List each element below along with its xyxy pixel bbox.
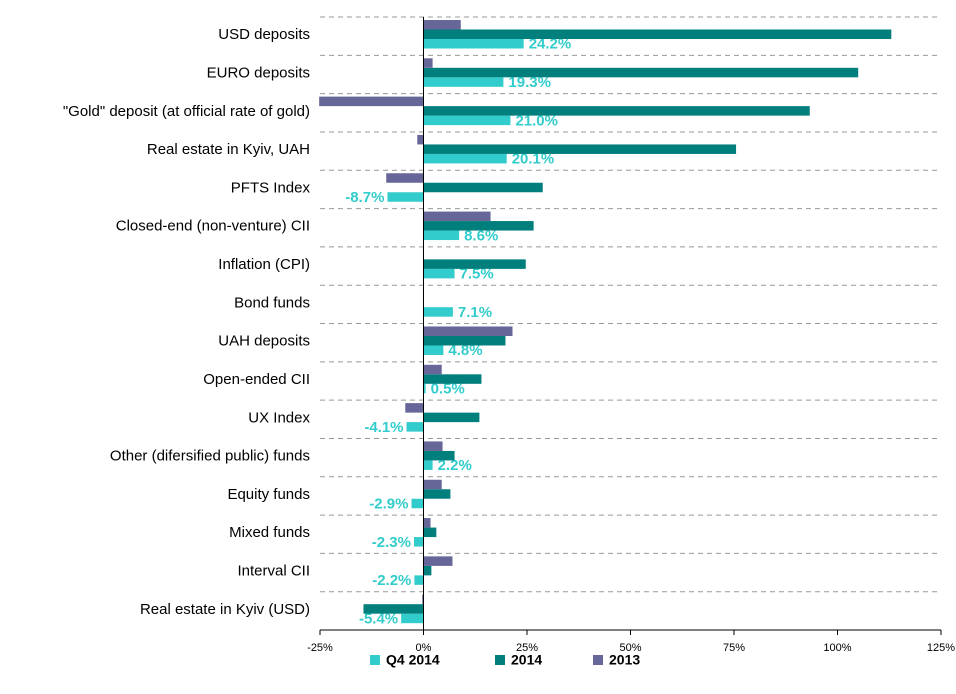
data-label: 2.2% (438, 457, 472, 474)
bar (423, 364, 442, 375)
data-label: -5.4% (359, 610, 398, 627)
data-label: 24.2% (529, 36, 572, 53)
data-label: -2.2% (372, 572, 411, 589)
category-label: EURO deposits (207, 64, 310, 81)
bar (423, 450, 455, 461)
bar (422, 594, 424, 605)
data-label: 20.1% (512, 151, 555, 168)
data-label: -8.7% (345, 189, 384, 206)
x-tick-label: 75% (723, 642, 745, 654)
bar (423, 182, 543, 193)
bar (423, 106, 810, 116)
bar (423, 144, 737, 154)
legend-swatch (495, 655, 505, 665)
x-tick-label: 0% (416, 642, 432, 654)
category-label: Real estate in Kyiv, UAH (147, 141, 310, 158)
category-label: USD deposits (218, 26, 310, 43)
category-label: Bond funds (234, 294, 310, 311)
category-label: UX Index (248, 409, 310, 426)
category-label: Other (difersified public) funds (110, 448, 310, 465)
bar (423, 326, 513, 336)
legend-swatch (370, 655, 380, 665)
bar (423, 518, 431, 528)
category-label: Closed-end (non-venture) CII (116, 218, 310, 235)
data-label: 21.0% (515, 112, 558, 129)
bar (423, 29, 892, 39)
bar (423, 20, 461, 30)
data-label: 0.5% (431, 381, 465, 398)
bar (387, 192, 424, 202)
legend-swatch (593, 655, 603, 665)
bar (423, 67, 859, 78)
category-label: Mixed funds (229, 524, 310, 541)
data-label: -2.9% (369, 495, 408, 512)
data-label: -4.1% (364, 419, 403, 436)
bar (386, 173, 424, 183)
bar (423, 58, 433, 68)
bar (423, 211, 491, 222)
data-label: 7.5% (460, 266, 494, 283)
bar (423, 527, 437, 538)
bar (363, 604, 424, 614)
x-tick-label: 50% (619, 642, 641, 654)
category-label: "Gold" deposit (at official rate of gold… (63, 103, 310, 120)
bar (406, 422, 424, 432)
bar (423, 565, 432, 576)
category-label: UAH deposits (218, 333, 310, 350)
bar (423, 556, 453, 566)
category-label: Real estate in Kyiv (USD) (140, 601, 310, 618)
bar (423, 479, 442, 490)
category-label: Equity funds (227, 486, 310, 503)
category-label: Open-ended CII (203, 371, 310, 388)
bar (423, 77, 504, 87)
bar (423, 268, 455, 279)
bar (423, 489, 451, 499)
data-label: -2.3% (372, 534, 411, 551)
data-label: 19.3% (508, 74, 551, 91)
bar (423, 345, 444, 355)
bar (423, 307, 453, 317)
x-tick-label: -25% (307, 642, 333, 654)
bar (423, 221, 534, 231)
bar (423, 336, 506, 346)
bar (411, 498, 424, 509)
bar (413, 537, 424, 547)
bar (423, 230, 460, 241)
x-tick-label: 100% (823, 642, 851, 654)
bar (423, 460, 433, 470)
bar (423, 115, 511, 126)
legend-label: 2013 (609, 652, 640, 668)
x-tick-label: 125% (927, 642, 955, 654)
bar (401, 613, 424, 624)
bar (405, 403, 424, 413)
x-tick-label: 25% (516, 642, 538, 654)
category-label: Inflation (CPI) (218, 256, 310, 273)
data-label: 4.8% (448, 342, 482, 359)
legend-label: Q4 2014 (386, 652, 440, 668)
data-label: 7.1% (458, 304, 492, 321)
category-label: PFTS Index (231, 179, 311, 196)
bar (414, 575, 424, 585)
bar (417, 134, 424, 145)
data-label: 8.6% (464, 227, 498, 244)
bar (319, 96, 424, 107)
bar (423, 259, 526, 269)
bar (423, 374, 482, 384)
bar (423, 412, 480, 423)
bar (423, 153, 507, 164)
bar (423, 441, 443, 451)
legend-label: 2014 (511, 652, 542, 668)
bar (423, 383, 426, 394)
bar (423, 39, 524, 49)
category-label: Interval CII (237, 563, 310, 580)
